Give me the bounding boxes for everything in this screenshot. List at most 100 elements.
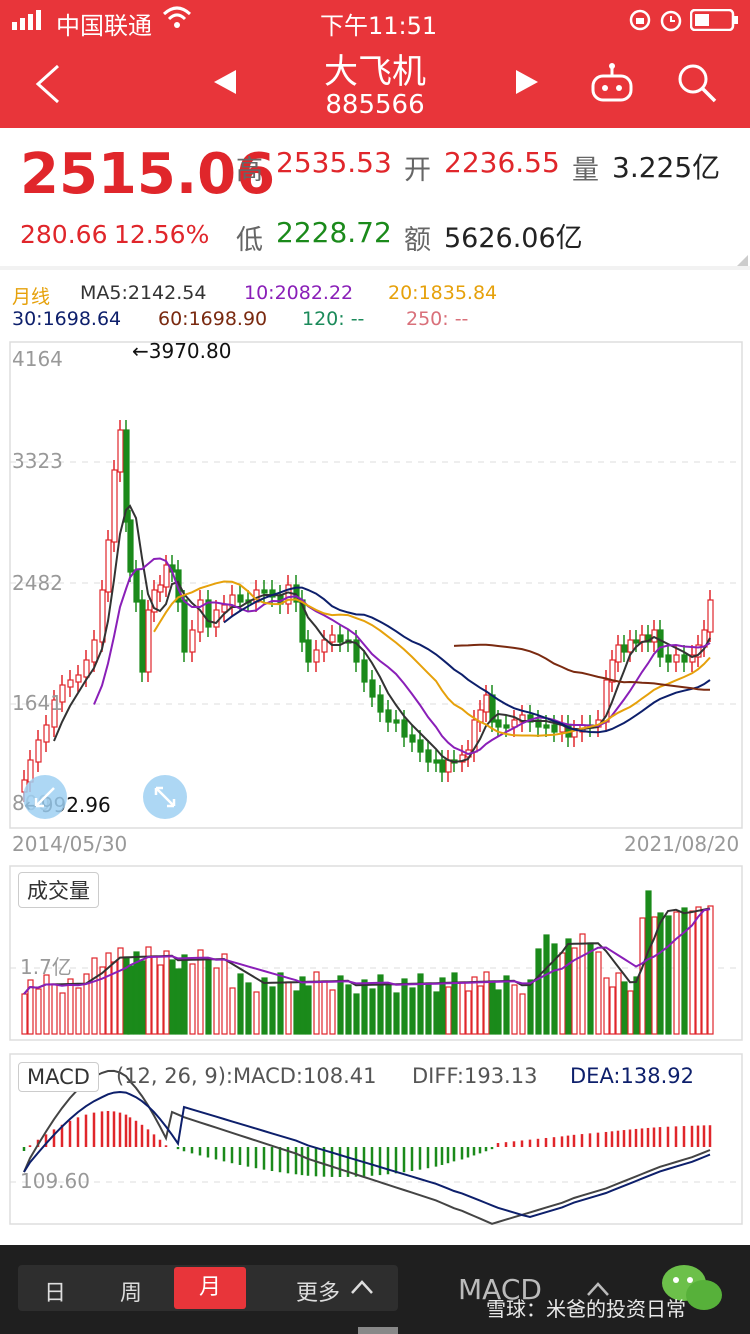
candle (609, 659, 616, 683)
amount-value: 5626.06亿 (444, 223, 583, 254)
back-icon[interactable] (30, 62, 64, 110)
candle (51, 699, 58, 728)
volume-bar (313, 971, 320, 1035)
volume-bar (353, 993, 360, 1035)
ma20-line (153, 580, 711, 737)
candle (163, 564, 170, 588)
macd-title[interactable]: MACD (18, 1062, 99, 1092)
volume-bar (571, 947, 578, 1035)
macd-tick: 109.60 (20, 1169, 90, 1193)
candle (123, 429, 130, 523)
high-value: 2535.53 (276, 146, 392, 179)
volume-bar (361, 979, 368, 1035)
candle (337, 634, 344, 643)
tab-more[interactable]: 更多 (296, 1281, 341, 1306)
volume-bar (269, 986, 276, 1035)
volume-bar (565, 938, 572, 1035)
candle (213, 609, 220, 628)
volume-bar (305, 985, 312, 1035)
volume-bar (535, 948, 542, 1035)
low-label: 低 (236, 225, 263, 256)
dea-line (23, 1090, 711, 1219)
ma20-legend: 20:1835.84 (388, 282, 498, 304)
volume-bar (181, 954, 188, 1035)
volume-bar (651, 916, 658, 1035)
volume-bar (197, 949, 204, 1035)
macd-diff: DIFF:193.13 (412, 1064, 538, 1088)
macd-params: (12, 26, 9):MACD:108.41 (116, 1064, 377, 1088)
candle (181, 599, 188, 653)
volume-bar (417, 973, 424, 1035)
kline-chart[interactable]: 4164 3323 2482 1641 800 ←3970.80 ←992.96 (0, 340, 750, 840)
volume-chart[interactable]: 1.7亿 (0, 864, 750, 1042)
search-icon[interactable] (676, 62, 718, 108)
volume-bar (117, 947, 124, 1035)
macd-chart[interactable]: 109.60 (0, 1052, 750, 1228)
candle (59, 684, 66, 703)
volume-bar (707, 905, 714, 1035)
candle (551, 724, 558, 733)
macd-dea: DEA:138.92 (570, 1064, 694, 1088)
chevron-up-icon[interactable] (350, 1279, 374, 1299)
candle (285, 584, 292, 605)
candle (145, 609, 152, 673)
candle (91, 639, 98, 663)
amount-label: 额 (404, 225, 431, 256)
divider (0, 266, 750, 270)
volume-bar (67, 978, 74, 1035)
volume-bar (83, 973, 90, 1035)
candle (205, 599, 212, 628)
fullscreen-icon[interactable] (142, 774, 188, 824)
volume-bar (483, 971, 490, 1035)
volume-bar (451, 972, 458, 1035)
candle (67, 679, 74, 688)
alarm-icon (658, 7, 684, 39)
ma10-line (93, 557, 711, 756)
ma30-line (223, 586, 711, 734)
candle (673, 654, 680, 663)
indicator-chevron-icon[interactable] (586, 1281, 610, 1301)
ma10-legend: 10:2082.22 (244, 282, 354, 304)
signal-icon (12, 8, 48, 36)
volume-bar (229, 987, 236, 1035)
candle (633, 639, 640, 644)
volume-bar (133, 951, 140, 1035)
volume-bar (579, 933, 586, 1035)
volume-bar (261, 977, 268, 1035)
candle (111, 469, 118, 543)
candle (665, 654, 672, 663)
next-stock-icon[interactable] (514, 68, 540, 100)
previous-stock-icon[interactable] (212, 68, 238, 100)
tab-week[interactable]: 周 (120, 1281, 143, 1306)
candle (543, 724, 550, 729)
y-tick-2482: 2482 (12, 571, 63, 595)
volume-bar (495, 989, 502, 1035)
expand-corner-icon[interactable] (736, 252, 748, 271)
macd-frame (9, 1053, 743, 1225)
ma250-legend: 250: -- (406, 308, 469, 330)
volume-value: 3.225亿 (612, 151, 721, 184)
volume-bar (205, 958, 212, 1035)
period-label: 月线 (12, 286, 51, 308)
y-tick-3323: 3323 (12, 449, 63, 473)
volume-bar (587, 942, 594, 1035)
robot-icon[interactable] (590, 62, 634, 108)
volume-bar (127, 965, 134, 1035)
volume-bar (609, 986, 616, 1035)
volume-bar (245, 982, 252, 1035)
tab-day[interactable]: 日 (44, 1281, 67, 1306)
battery-icon (689, 8, 740, 37)
tab-month[interactable]: 月 (174, 1267, 246, 1309)
volume-title[interactable]: 成交量 (18, 872, 99, 908)
volume-bar (543, 934, 550, 1035)
volume-bar (151, 955, 158, 1035)
volume-bar (213, 967, 220, 1035)
ma60-line (453, 643, 710, 691)
volume-bar (477, 985, 484, 1035)
collapse-chart-icon[interactable] (22, 774, 68, 824)
volume-bar (401, 978, 408, 1035)
volume-bar (409, 987, 416, 1035)
volume-frame (9, 865, 743, 1041)
candle (689, 654, 696, 663)
indicator-select[interactable]: MACD (458, 1273, 542, 1306)
